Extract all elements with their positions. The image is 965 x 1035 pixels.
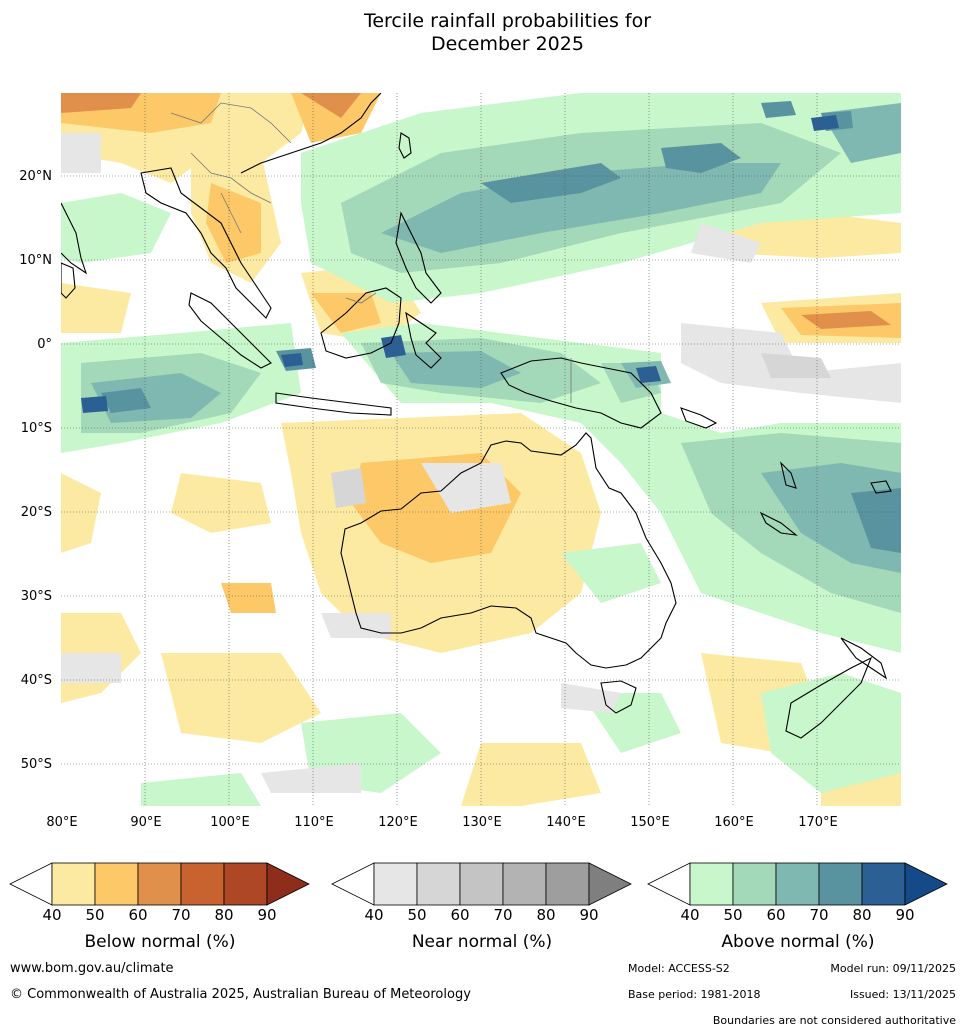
near-normal-title: Near normal (%)	[411, 932, 553, 952]
lat-label-50s: 50°S	[20, 757, 52, 772]
above-normal-colorbar	[647, 862, 948, 906]
near-normal-colorbar	[331, 862, 632, 906]
fiji-coastline	[870, 480, 892, 494]
tasmania-coastline	[600, 680, 637, 714]
near-tick-80: 80	[536, 906, 556, 924]
below-tick-70: 70	[171, 906, 191, 924]
lat-label-20n: 20°N	[19, 169, 52, 184]
model-text: Model: ACCESS-S2	[628, 962, 730, 975]
new-zealand-north-coastline	[840, 637, 888, 680]
lon-label-170e: 170°E	[798, 815, 838, 830]
title-line-1: Tercile rainfall probabilities for	[363, 10, 652, 32]
above-tick-40: 40	[680, 906, 700, 924]
disclaimer-text: Boundaries are not considered authoritat…	[712, 1014, 956, 1027]
below-tick-50: 50	[85, 906, 105, 924]
lon-label-150e: 150°E	[630, 815, 670, 830]
copyright-text: © Commonwealth of Australia 2025, Austra…	[10, 987, 471, 1002]
vanuatu-coastline	[780, 461, 797, 489]
above-tick-50: 50	[723, 906, 743, 924]
sulawesi-coastline	[405, 311, 442, 369]
philippines-coastline	[395, 211, 442, 304]
issued-text: Issued: 13/11/2025	[849, 988, 956, 1001]
lon-label-100e: 100°E	[210, 815, 250, 830]
lon-label-80e: 80°E	[46, 815, 78, 830]
map-canvas	[61, 93, 901, 806]
lon-label-120e: 120°E	[378, 815, 418, 830]
lat-label-20s: 20°S	[20, 505, 52, 520]
india-coastline	[61, 202, 88, 275]
above-normal-80-regions	[81, 115, 839, 413]
base-period-text: Base period: 1981-2018	[628, 988, 761, 1001]
website-link[interactable]: www.bom.gov.au/climate	[10, 961, 174, 976]
lon-label-130e: 130°E	[462, 815, 502, 830]
below-tick-80: 80	[214, 906, 234, 924]
taiwan-coastline	[398, 132, 412, 159]
lon-label-160e: 160°E	[714, 815, 754, 830]
china-coastline	[240, 93, 382, 174]
lon-label-110e: 110°E	[294, 815, 334, 830]
lat-label-30s: 30°S	[20, 589, 52, 604]
above-tick-80: 80	[852, 906, 872, 924]
coastlines	[61, 93, 892, 739]
lon-label-140e: 140°E	[546, 815, 586, 830]
below-tick-40: 40	[42, 906, 62, 924]
lon-label-90e: 90°E	[130, 815, 162, 830]
lat-label-10s: 10°S	[20, 421, 52, 436]
borneo-coastline	[320, 287, 402, 359]
title-line-2: December 2025	[431, 33, 584, 55]
lat-label-40s: 40°S	[20, 673, 52, 688]
near-tick-60: 60	[450, 906, 470, 924]
near-tick-50: 50	[407, 906, 427, 924]
below-tick-60: 60	[128, 906, 148, 924]
lat-label-10n: 10°N	[19, 253, 52, 268]
above-tick-60: 60	[766, 906, 786, 924]
above-tick-90: 90	[895, 906, 915, 924]
near-tick-90: 90	[579, 906, 599, 924]
near-tick-70: 70	[493, 906, 513, 924]
above-normal-60-regions	[91, 103, 901, 573]
new-zealand-south-coastline	[785, 656, 873, 739]
new-caledonia-coastline	[759, 511, 798, 536]
australia-coastline	[340, 432, 677, 669]
sri-lanka-coastline	[61, 262, 76, 299]
lat-label-0: 0°	[37, 337, 52, 352]
near-normal-50-regions	[331, 353, 831, 508]
solomon-islands-coastline	[680, 407, 718, 429]
near-tick-40: 40	[364, 906, 384, 924]
southeast-asia-coastline	[140, 167, 272, 319]
below-normal-colorbar	[9, 862, 310, 906]
below-normal-title: Below normal (%)	[84, 932, 236, 952]
map-title: Tercile rainfall probabilities for Decem…	[0, 10, 965, 56]
rainfall-probability-map	[61, 93, 901, 806]
sumatra-coastline	[188, 292, 272, 369]
above-tick-70: 70	[809, 906, 829, 924]
java-coastline	[275, 392, 392, 416]
model-run-text: Model run: 09/11/2025	[830, 962, 956, 975]
below-tick-90: 90	[257, 906, 277, 924]
above-normal-title: Above normal (%)	[721, 932, 875, 952]
country-borders	[170, 102, 572, 403]
